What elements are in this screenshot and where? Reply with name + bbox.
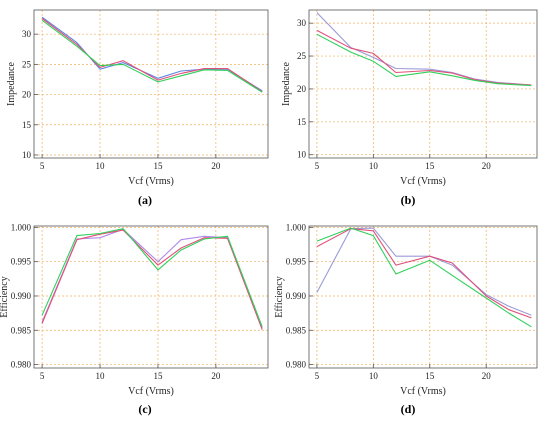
series-line-d-2 bbox=[316, 227, 532, 328]
y-tick-label-c-0: 0.980 bbox=[11, 360, 32, 370]
x-tick-label-d-1: 10 bbox=[369, 371, 379, 381]
panel-c: (c) 5 10 15 20 0.980 0.985 0.990 0.995 1.000 Vcf … bbox=[0, 222, 269, 416]
y-axis-label-b: Impedance bbox=[281, 62, 292, 106]
series-line-a-1 bbox=[41, 18, 263, 93]
series-line-a-0 bbox=[41, 16, 263, 92]
series-line-c-2 bbox=[41, 228, 263, 327]
x-axis-label-d: Vcf (Vrms) bbox=[400, 386, 446, 397]
series-line-b-2 bbox=[316, 33, 532, 87]
y-tick-label-b-3: 25 bbox=[297, 51, 307, 61]
series-line-b-0 bbox=[316, 12, 532, 86]
y-tick-label-c-2: 0.990 bbox=[11, 291, 32, 301]
x-axis-label-b: Vcf (Vrms) bbox=[400, 176, 446, 187]
x-tick-label-c-3: 20 bbox=[211, 371, 221, 381]
x-tick-label-c-2: 15 bbox=[153, 371, 163, 381]
plot-frame-d bbox=[308, 225, 538, 369]
x-tick-label-a-1: 10 bbox=[96, 161, 106, 171]
y-tick-label-d-3: 0.995 bbox=[286, 257, 307, 267]
series-line-c-1 bbox=[41, 229, 263, 330]
x-tick-label-d-3: 20 bbox=[482, 371, 492, 381]
y-tick-label-a-1: 15 bbox=[22, 120, 32, 130]
y-axis-label-a: Impedance bbox=[6, 62, 17, 106]
y-axis-label-d: Efficiency bbox=[274, 276, 285, 317]
x-tick-label-b-3: 20 bbox=[482, 161, 492, 171]
y-tick-label-a-2: 20 bbox=[22, 90, 32, 100]
panel-a: (a) 5 10 15 20 10 15 20 25 30 Vcf (Vrms) Impedance bbox=[6, 9, 269, 207]
plot-frame-c bbox=[33, 225, 269, 369]
x-tick-label-d-2: 15 bbox=[425, 371, 435, 381]
panel-d: (d) 5 10 15 20 0.980 0.985 0.990 0.995 1.000 Vcf … bbox=[274, 222, 538, 416]
y-tick-label-b-2: 20 bbox=[297, 84, 307, 94]
x-tick-label-c-1: 10 bbox=[96, 371, 106, 381]
x-axis-label-a: Vcf (Vrms) bbox=[128, 176, 174, 187]
y-tick-label-c-3: 0.995 bbox=[11, 257, 32, 267]
caption-c: (c) bbox=[138, 402, 151, 416]
y-tick-label-a-3: 25 bbox=[22, 59, 32, 69]
y-tick-label-b-1: 15 bbox=[297, 117, 307, 127]
panel-b: (b) 5 10 15 20 10 15 20 25 30 Vcf (Vrms) Impedance bbox=[281, 9, 538, 207]
series-line-d-1 bbox=[316, 228, 532, 319]
y-tick-label-d-0: 0.980 bbox=[286, 360, 307, 370]
x-axis-label-c: Vcf (Vrms) bbox=[128, 386, 174, 397]
plot-frame-b bbox=[308, 9, 538, 159]
x-tick-label-a-2: 15 bbox=[153, 161, 163, 171]
x-tick-label-a-3: 20 bbox=[211, 161, 221, 171]
plot-frame-a bbox=[33, 9, 269, 159]
y-axis-label-c: Efficiency bbox=[0, 276, 10, 317]
series-line-b-1 bbox=[316, 29, 532, 86]
y-tick-label-d-1: 0.985 bbox=[286, 325, 307, 335]
y-tick-label-d-4: 1.000 bbox=[286, 222, 307, 232]
series-line-a-2 bbox=[41, 19, 263, 93]
y-tick-label-b-0: 10 bbox=[297, 150, 307, 160]
x-tick-label-b-0: 5 bbox=[315, 161, 320, 171]
x-tick-label-d-0: 5 bbox=[315, 371, 320, 381]
x-tick-label-c-0: 5 bbox=[40, 371, 45, 381]
caption-b: (b) bbox=[401, 193, 416, 207]
caption-a: (a) bbox=[138, 193, 152, 207]
y-tick-label-a-4: 30 bbox=[22, 29, 32, 39]
y-tick-label-b-4: 30 bbox=[297, 18, 307, 28]
y-tick-label-c-1: 0.985 bbox=[11, 325, 32, 335]
series-line-d-0 bbox=[316, 227, 532, 316]
x-tick-label-a-0: 5 bbox=[40, 161, 45, 171]
x-tick-label-b-2: 15 bbox=[425, 161, 435, 171]
y-tick-label-a-0: 10 bbox=[22, 150, 32, 160]
y-tick-label-d-2: 0.990 bbox=[286, 291, 307, 301]
x-tick-label-b-1: 10 bbox=[369, 161, 379, 171]
y-tick-label-c-4: 1.000 bbox=[11, 222, 32, 232]
caption-d: (d) bbox=[401, 402, 416, 416]
